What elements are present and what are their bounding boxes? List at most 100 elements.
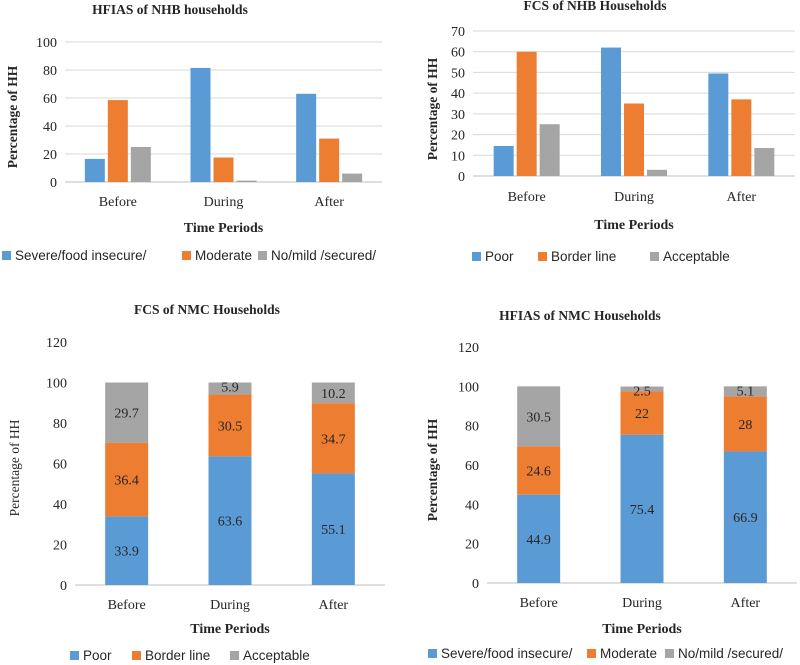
- y-tick-label: 20: [43, 148, 57, 163]
- x-axis-label: Time Periods: [190, 622, 270, 637]
- bar-before-s2: [130, 147, 151, 182]
- stacked-bar-during-s0: [208, 456, 252, 585]
- legend-label: Moderate: [195, 248, 252, 263]
- stacked-bar-during-s2: [208, 382, 252, 395]
- chart-fcs-nmc: FCS of NMC Households 0 20 40 60 80 100 120 Befo…: [7, 302, 385, 663]
- bar-after-s1: [319, 138, 340, 182]
- legend-label: Acceptable: [663, 249, 730, 264]
- y-tick-label: 0: [458, 170, 465, 185]
- legend-swatch: [132, 651, 141, 660]
- stacked-bar-before-s1: [517, 446, 561, 495]
- y-tick-label: 70: [451, 25, 465, 40]
- data-label: 28: [738, 418, 752, 433]
- legend-swatch: [650, 252, 659, 261]
- y-tick-label: 40: [451, 87, 465, 102]
- bar-during-s0: [601, 47, 621, 177]
- stacked-bar-after-s0: [311, 473, 355, 585]
- category-label-after: After: [731, 596, 761, 611]
- x-axis-label: Time Periods: [602, 622, 682, 637]
- chart-title: FCS of NHB Households: [524, 0, 667, 13]
- legend-label: Border line: [551, 249, 616, 264]
- category-label-before: Before: [520, 596, 558, 611]
- data-label: 30.5: [218, 419, 243, 434]
- y-tick-label: 60: [451, 46, 465, 61]
- legend-label: Poor: [83, 648, 112, 663]
- y-tick-label: 60: [43, 92, 57, 107]
- legend-swatch: [587, 649, 596, 658]
- y-tick-label: 0: [472, 577, 479, 592]
- y-tick-label: 100: [36, 36, 57, 51]
- y-tick-label: 80: [53, 417, 67, 432]
- legend-swatch: [70, 651, 79, 660]
- legend-label: Border line: [145, 648, 210, 663]
- legend-label: No/mild /secured/: [678, 646, 783, 661]
- data-label: 36.4: [114, 473, 139, 488]
- bar-before-s0: [493, 145, 514, 176]
- y-axis-label: Percentage of HH: [7, 419, 22, 516]
- data-label: 34.7: [321, 432, 346, 447]
- chart-title: HFIAS of NMC Households: [499, 308, 661, 323]
- y-tick-label: 120: [458, 341, 479, 356]
- bar-during-s0: [190, 67, 211, 182]
- y-tick-label: 10: [451, 149, 465, 164]
- bar-after-s0: [708, 73, 729, 176]
- category-label-during: During: [204, 195, 244, 210]
- chart-hfias-nmc: HFIAS of NMC Households 0 20 40 60 80 100 120 Be…: [425, 308, 797, 661]
- stacked-bar-before-s2: [105, 382, 149, 443]
- category-label-before: Before: [108, 598, 146, 613]
- category-label-before: Before: [99, 195, 137, 210]
- chart-fcs-nhb: FCS of NHB Households 0 10 20 30 40 50 60 70 Befo…: [425, 0, 795, 264]
- legend-label: Severe/food insecure/: [441, 646, 573, 661]
- category-label-after: After: [727, 190, 757, 205]
- data-label: 33.9: [114, 545, 139, 560]
- data-label: 5.1: [737, 384, 755, 399]
- stacked-bar-during-s1: [620, 391, 664, 435]
- data-label: 75.4: [630, 503, 655, 518]
- chart-title: HFIAS of NHB households: [92, 2, 248, 17]
- y-tick-label: 50: [451, 66, 465, 81]
- chart-title: FCS of NMC Households: [134, 302, 280, 317]
- data-label: 30.5: [526, 410, 551, 425]
- x-axis-label: Time Periods: [184, 221, 264, 236]
- stacked-bar-during-s0: [620, 434, 664, 583]
- legend-swatch: [538, 252, 547, 261]
- legend-swatch: [182, 251, 191, 260]
- bar-during-s2: [236, 180, 257, 182]
- category-label-during: During: [210, 598, 250, 613]
- stacked-bar-after-s1: [311, 403, 355, 474]
- y-tick-label: 20: [53, 539, 67, 554]
- bar-before-s2: [539, 124, 560, 176]
- y-tick-label: 100: [458, 380, 479, 395]
- y-tick-label: 60: [465, 459, 479, 474]
- bar-during-s1: [213, 157, 234, 182]
- stacked-bar-before-s1: [105, 442, 149, 517]
- y-axis-label: Percentage of HH: [425, 418, 440, 521]
- y-axis-label: Percentage of HH: [5, 65, 20, 168]
- bar-before-s1: [107, 100, 128, 182]
- category-label-during: During: [622, 596, 662, 611]
- data-label: 5.9: [221, 381, 239, 396]
- bar-after-s2: [754, 148, 775, 176]
- legend-label: No/mild /secured/: [271, 248, 376, 263]
- bar-after-s1: [731, 99, 752, 176]
- stacked-bar-during-s1: [208, 394, 252, 457]
- y-tick-label: 80: [465, 420, 479, 435]
- bar-after-s0: [296, 93, 317, 182]
- stacked-bar-during-s2: [620, 386, 664, 392]
- data-label: 55.1: [321, 523, 346, 538]
- bar-before-s0: [84, 158, 105, 182]
- legend-label: Poor: [485, 249, 514, 264]
- category-label-before: Before: [508, 190, 546, 205]
- legend-swatch: [472, 252, 481, 261]
- bar-before-s1: [516, 51, 537, 176]
- legend-swatch: [665, 649, 674, 658]
- y-tick-label: 120: [46, 336, 67, 351]
- legend-swatch: [230, 651, 239, 660]
- data-label: 10.2: [321, 387, 346, 402]
- legend-label: Acceptable: [243, 648, 310, 663]
- stacked-bar-after-s0: [723, 451, 767, 583]
- data-label: 24.6: [526, 465, 551, 480]
- y-axis-label: Percentage of HH: [425, 57, 440, 160]
- y-tick-label: 20: [451, 129, 465, 144]
